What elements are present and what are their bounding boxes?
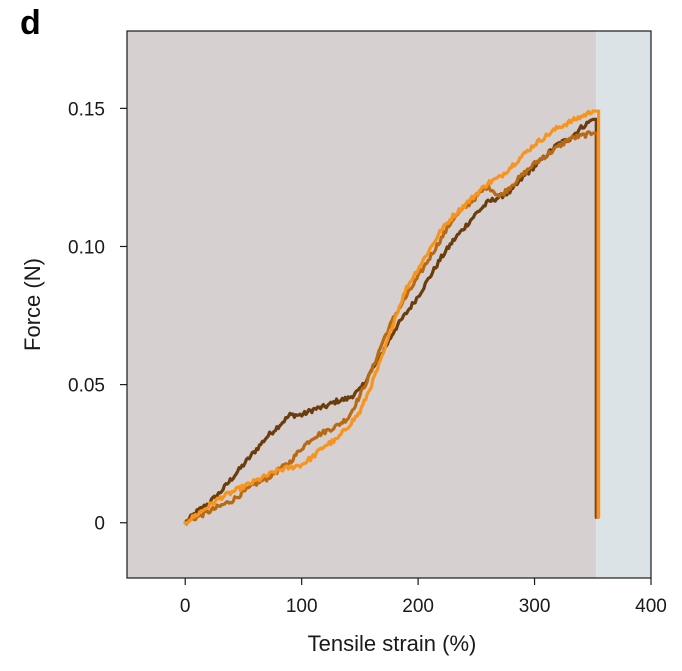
x-tick-label: 200 <box>402 596 434 617</box>
y-tick-label: 0 <box>94 514 105 535</box>
background-region-1 <box>127 31 597 578</box>
series-line-3 <box>183 109 601 525</box>
y-axis-label: Force (N) <box>20 258 45 351</box>
plot-area <box>127 31 651 578</box>
x-tick-label: 100 <box>286 596 318 617</box>
axes: 0 100 200 300 400 0 0.05 0.10 0.15 <box>68 30 667 617</box>
panel-label: d <box>20 4 41 42</box>
background-region-2 <box>596 31 651 578</box>
y-tick-label: 0.10 <box>68 237 105 258</box>
x-tick-label: 400 <box>635 596 667 617</box>
y-tick-label: 0.15 <box>68 99 105 120</box>
plot-frame <box>126 30 652 579</box>
x-axis-label: Tensile strain (%) <box>308 631 477 656</box>
y-tick-label: 0.05 <box>68 376 105 397</box>
x-tick-label: 300 <box>519 596 551 617</box>
x-tick-label: 0 <box>180 596 191 617</box>
